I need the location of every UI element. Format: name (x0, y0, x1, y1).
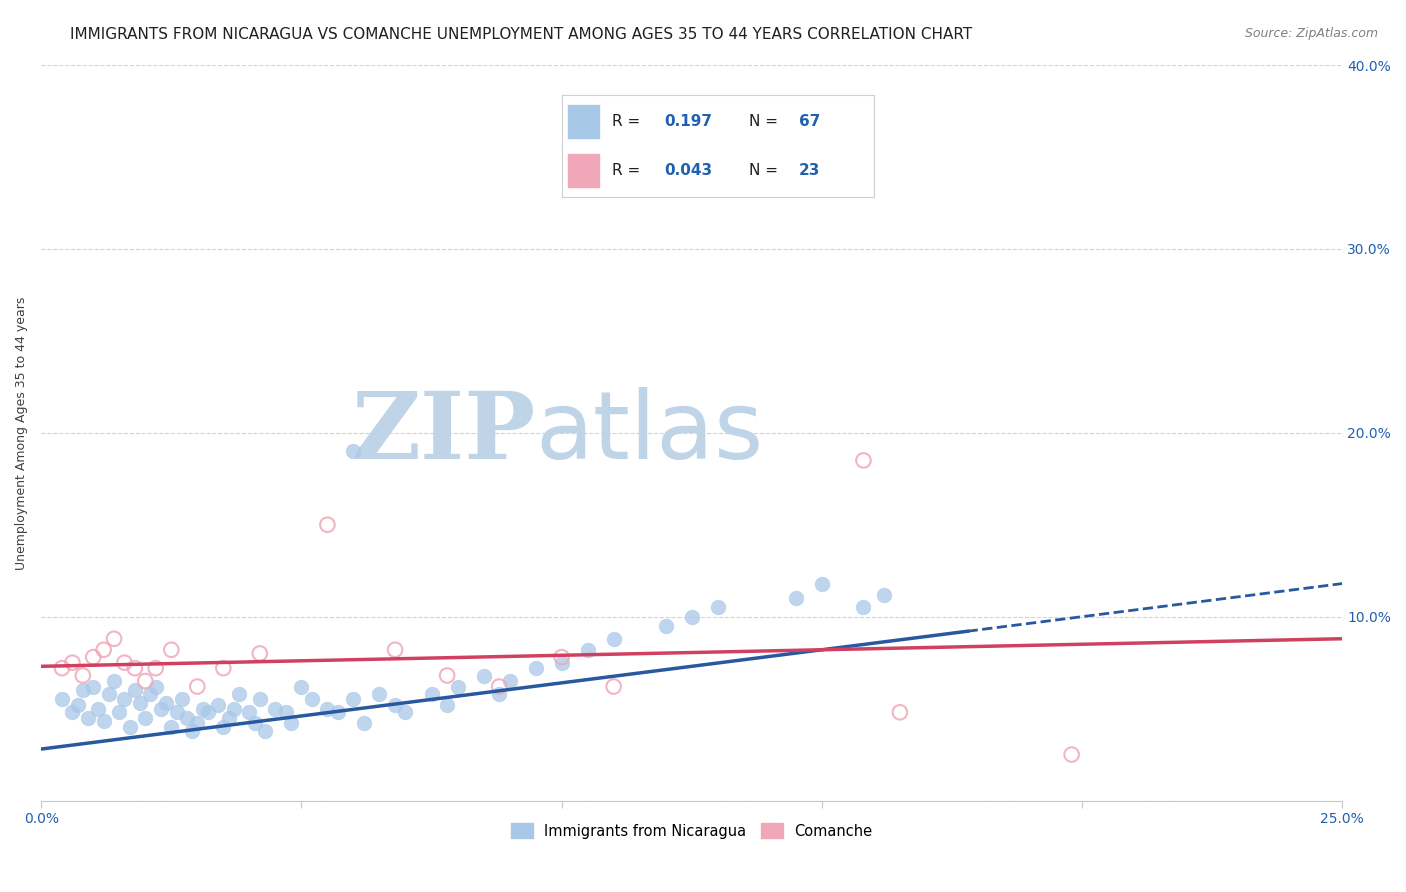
Point (249, 647, 271, 661)
Point (134, 711, 156, 725)
Point (124, 683, 146, 698)
Point (342, 692, 364, 706)
Point (170, 692, 193, 706)
Point (852, 453, 875, 467)
Point (274, 706, 297, 720)
Point (108, 706, 131, 720)
Point (82, 680, 104, 694)
Point (97, 687, 120, 701)
Point (301, 692, 323, 706)
Text: Source: ZipAtlas.com: Source: ZipAtlas.com (1244, 27, 1378, 40)
Point (124, 661, 146, 675)
Point (316, 517, 339, 532)
Point (316, 701, 339, 715)
Point (72, 683, 94, 698)
Point (446, 680, 468, 694)
Point (681, 609, 703, 624)
Point (264, 701, 287, 715)
Point (103, 632, 125, 646)
Point (212, 720, 235, 734)
Point (129, 696, 152, 710)
Point (93, 642, 115, 657)
Point (145, 661, 167, 675)
Point (77, 711, 100, 725)
Point (654, 619, 676, 633)
Point (51, 661, 73, 675)
Point (149, 701, 172, 715)
Point (191, 701, 214, 715)
Text: ZIP: ZIP (352, 388, 536, 478)
Point (472, 668, 495, 682)
Point (602, 632, 624, 646)
Point (384, 698, 406, 712)
Point (488, 687, 510, 701)
Point (420, 687, 443, 701)
Point (253, 723, 276, 738)
Legend: Immigrants from Nicaragua, Comanche: Immigrants from Nicaragua, Comanche (505, 818, 879, 845)
Point (222, 701, 245, 715)
Point (326, 706, 349, 720)
Point (197, 706, 219, 720)
Point (139, 687, 162, 701)
Point (811, 576, 834, 591)
Point (82, 650, 104, 665)
Point (114, 656, 136, 670)
Point (186, 680, 208, 694)
Point (166, 706, 188, 720)
Point (51, 692, 73, 706)
Point (873, 588, 896, 602)
Point (243, 716, 266, 731)
Point (852, 600, 875, 615)
Point (181, 723, 204, 738)
Point (394, 706, 416, 720)
Point (87, 701, 110, 715)
Point (176, 711, 198, 725)
Text: IMMIGRANTS FROM NICARAGUA VS COMANCHE UNEMPLOYMENT AMONG AGES 35 TO 44 YEARS COR: IMMIGRANTS FROM NICARAGUA VS COMANCHE UN… (70, 27, 973, 42)
Point (114, 692, 136, 706)
Point (145, 680, 167, 694)
Point (889, 706, 911, 720)
Point (103, 673, 125, 688)
Point (280, 716, 302, 731)
Point (524, 661, 547, 675)
Point (602, 680, 624, 694)
Point (368, 687, 391, 701)
Point (550, 650, 572, 665)
Point (62, 706, 84, 720)
Point (1060, 747, 1083, 762)
Point (93, 714, 115, 729)
Point (342, 444, 364, 458)
Point (66, 698, 89, 712)
Point (785, 591, 807, 606)
Point (134, 673, 156, 688)
Point (706, 600, 728, 615)
Point (576, 642, 599, 657)
Point (155, 696, 177, 710)
Point (186, 716, 208, 731)
Point (488, 680, 510, 694)
Point (238, 706, 260, 720)
Point (207, 698, 229, 712)
Point (436, 698, 458, 712)
Point (498, 673, 520, 688)
Point (228, 687, 250, 701)
Point (160, 720, 183, 734)
Point (384, 642, 406, 657)
Point (249, 692, 271, 706)
Point (160, 642, 183, 657)
Point (118, 720, 141, 734)
Point (212, 661, 235, 675)
Point (290, 680, 312, 694)
Text: atlas: atlas (536, 387, 763, 479)
Point (353, 716, 375, 731)
Y-axis label: Unemployment Among Ages 35 to 44 years: Unemployment Among Ages 35 to 44 years (15, 296, 28, 569)
Point (62, 656, 84, 670)
Point (218, 711, 240, 725)
Point (436, 668, 458, 682)
Point (550, 656, 572, 670)
Point (72, 668, 94, 682)
